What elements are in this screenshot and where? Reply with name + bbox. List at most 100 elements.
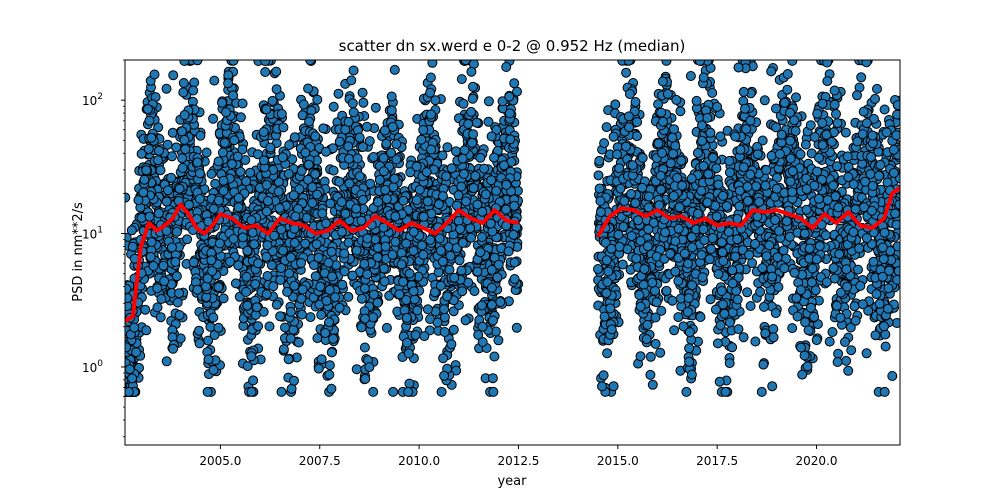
scatter-point <box>179 134 190 145</box>
scatter-point <box>300 238 311 249</box>
scatter-point <box>433 267 444 278</box>
scatter-point <box>442 142 453 153</box>
scatter-point <box>437 256 448 267</box>
scatter-point <box>477 321 488 332</box>
scatter-point <box>241 271 252 282</box>
scatter-point <box>791 293 802 304</box>
scatter-point <box>486 299 497 310</box>
scatter-point <box>442 291 453 302</box>
scatter-point <box>483 96 494 107</box>
plot-area: 2005.0 2007.5 2010.0 2012.5 2015.0 2017.5 2020… <box>82 59 901 468</box>
scatter-point <box>501 204 511 215</box>
scatter-point <box>738 332 749 343</box>
scatter-point <box>435 245 446 256</box>
scatter-point <box>356 293 367 304</box>
scatter-point <box>832 118 843 129</box>
scatter-point <box>501 179 512 190</box>
scatter-point <box>166 242 177 253</box>
scatter-point <box>379 263 389 274</box>
scatter-point <box>499 160 509 171</box>
scatter-point <box>163 185 173 196</box>
scatter-point <box>359 283 370 294</box>
scatter-point <box>645 351 656 362</box>
scatter-point <box>503 246 514 257</box>
scatter-point <box>448 324 459 335</box>
scatter-point <box>327 271 338 282</box>
scatter-point <box>351 364 362 375</box>
scatter-point <box>294 184 305 195</box>
scatter-point <box>154 145 164 156</box>
scatter-point <box>758 359 769 370</box>
scatter-point <box>171 226 182 237</box>
scatter-point <box>647 379 658 390</box>
scatter-point <box>288 190 299 201</box>
scatter-point <box>477 337 488 347</box>
scatter-point <box>208 312 219 323</box>
scatter-point <box>336 197 347 207</box>
scatter-point <box>386 147 397 158</box>
scatter-point <box>601 122 612 133</box>
scatter-point <box>206 168 217 179</box>
scatter-point <box>300 147 311 158</box>
scatter-point <box>131 347 142 358</box>
scatter-point <box>439 304 450 315</box>
scatter-point <box>471 117 482 128</box>
scatter-point <box>155 312 166 323</box>
scatter-point <box>235 166 246 177</box>
scatter-point <box>261 104 272 115</box>
chart-title: scatter dn sx.werd e 0-2 @ 0.952 Hz (med… <box>339 37 686 55</box>
scatter-point <box>136 148 147 159</box>
scatter-point <box>404 378 415 389</box>
scatter-point <box>697 135 708 146</box>
scatter-point <box>271 84 282 95</box>
scatter-point <box>245 167 256 178</box>
scatter-point <box>403 348 414 359</box>
scatter-point <box>362 269 373 280</box>
scatter-point <box>328 333 339 344</box>
scatter-point <box>418 125 429 135</box>
scatter-point <box>389 64 400 75</box>
scatter-point <box>657 76 668 87</box>
scatter-point <box>412 305 423 316</box>
scatter-point <box>208 365 219 375</box>
scatter-point <box>381 322 392 333</box>
scatter-point <box>208 203 219 214</box>
scatter-point <box>253 258 264 269</box>
scatter-point <box>174 183 185 194</box>
scatter-point <box>340 208 351 219</box>
scatter-point <box>177 153 188 164</box>
scatter-point <box>276 263 287 273</box>
scatter-point <box>817 98 828 109</box>
scatter-point <box>141 165 152 176</box>
scatter-point <box>359 258 370 269</box>
scatter-point <box>372 252 383 263</box>
scatter-point <box>458 98 469 109</box>
scatter-point <box>171 271 182 282</box>
scatter-point <box>820 230 831 241</box>
scatter-point <box>477 232 487 243</box>
scatter-point <box>177 126 187 137</box>
scatter-point <box>621 67 632 78</box>
scatter-point <box>508 229 519 240</box>
scatter-point <box>142 104 153 115</box>
scatter-point <box>359 342 370 353</box>
scatter-point <box>348 107 359 118</box>
scatter-point <box>751 181 761 192</box>
scatter-point <box>362 233 373 244</box>
scatter-point <box>841 355 852 366</box>
scatter-point <box>417 240 427 251</box>
scatter-point <box>343 291 354 302</box>
scatter-point <box>170 257 181 267</box>
scatter-point <box>509 257 520 268</box>
scatter-point <box>228 90 239 101</box>
scatter-point <box>344 153 355 164</box>
scatter-point <box>277 152 288 163</box>
scatter-point <box>475 152 486 163</box>
scatter-point <box>229 135 240 146</box>
scatter-point <box>221 107 231 118</box>
scatter-point <box>233 202 244 213</box>
scatter-point <box>289 280 300 291</box>
scatter-point <box>487 373 498 384</box>
scatter-point <box>334 302 345 313</box>
scatter-point <box>149 69 160 80</box>
